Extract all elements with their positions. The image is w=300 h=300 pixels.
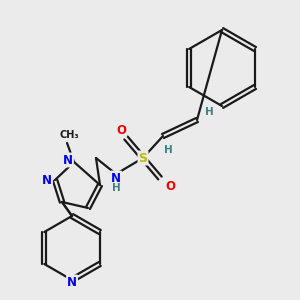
Text: N: N <box>67 275 77 289</box>
Text: O: O <box>116 124 126 136</box>
Text: S: S <box>139 152 148 164</box>
Text: H: H <box>112 183 120 193</box>
Text: CH₃: CH₃ <box>59 130 79 140</box>
Text: N: N <box>42 173 52 187</box>
Text: H: H <box>205 107 213 117</box>
Text: N: N <box>111 172 121 184</box>
Text: H: H <box>164 145 172 155</box>
Text: O: O <box>165 179 175 193</box>
Text: N: N <box>63 154 73 166</box>
